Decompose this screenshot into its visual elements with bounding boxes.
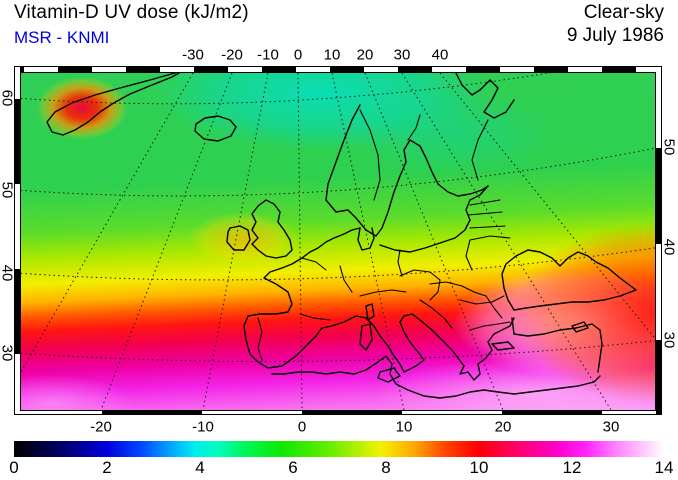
sky-condition-label: Clear-sky <box>583 2 664 23</box>
frame-zebra-bottom <box>15 409 661 414</box>
bottom-axis-tick-label: -10 <box>192 418 214 436</box>
top-axis-tick-label: 10 <box>323 46 341 64</box>
bottom-axis-tick-label: -20 <box>90 418 112 436</box>
top-axis-tick-label: -20 <box>221 46 243 64</box>
coast-ireland <box>226 225 251 251</box>
coast-north-africa <box>271 355 601 399</box>
coast-sicily <box>377 367 401 383</box>
coast-kola <box>455 73 515 119</box>
graticule-meridians <box>21 73 655 410</box>
colorbar <box>14 441 664 457</box>
top-axis-tick-label: 30 <box>393 46 411 64</box>
coast-sardinia <box>359 323 373 351</box>
right-axis-tick-label: 30 <box>660 331 678 349</box>
top-axis-tick-label: 20 <box>356 46 374 64</box>
top-axis-tick-label: -10 <box>257 46 279 64</box>
coast-cyprus <box>571 321 589 333</box>
colorbar-tick-label: 14 <box>654 458 674 477</box>
uv-dose-field <box>20 72 656 411</box>
frame-zebra-left <box>15 67 20 414</box>
right-axis-tick-label: 50 <box>660 138 678 156</box>
coast-greece <box>457 317 515 381</box>
top-axis-tick-label: -30 <box>182 46 204 64</box>
colorbar-tick-label: 2 <box>102 458 112 477</box>
page-title: Vitamin-D UV dose (kJ/m2) <box>14 2 249 23</box>
coast-scandinavia <box>325 104 489 237</box>
coast-turkey-levant <box>511 317 603 373</box>
coast-crete <box>491 341 515 351</box>
coast-iceland <box>194 115 237 142</box>
coast-north-sea <box>301 227 361 259</box>
bottom-axis-tick-label: 20 <box>494 418 512 436</box>
coast-west-europe <box>243 257 367 369</box>
colorbar-tick-label: 0 <box>9 458 19 477</box>
colorbar-tick-label: 4 <box>195 458 205 477</box>
bottom-axis-tick-label: 30 <box>602 418 620 436</box>
data-source-label: MSR - KNMI <box>14 28 110 47</box>
colorbar-tick-label: 10 <box>469 458 489 477</box>
coast-baltic-south <box>379 185 489 253</box>
colorbar-tick-label: 8 <box>381 458 391 477</box>
coast-corsica <box>365 303 375 321</box>
graticule-parallels <box>21 73 655 362</box>
colorbar-tick-label: 12 <box>562 458 582 477</box>
top-axis-tick-label: 40 <box>431 46 449 64</box>
country-borders <box>257 109 511 361</box>
coast-greenland <box>46 73 180 136</box>
coastlines-and-graticule <box>21 73 655 410</box>
bottom-axis-tick-label: 10 <box>395 418 413 436</box>
frame-zebra-top <box>15 67 661 72</box>
coastlines <box>46 73 637 399</box>
coast-italy <box>365 313 459 373</box>
right-axis-tick-label: 40 <box>660 238 678 256</box>
bottom-axis-tick-label: 0 <box>297 418 307 436</box>
colorbar-tick-label: 6 <box>288 458 298 477</box>
coast-britain <box>251 199 293 259</box>
top-axis-tick-label: 0 <box>293 46 303 64</box>
coast-black-sea <box>501 249 637 311</box>
frame-zebra-right <box>656 67 661 414</box>
date-label: 9 July 1986 <box>566 25 664 46</box>
coast-denmark <box>357 227 375 251</box>
